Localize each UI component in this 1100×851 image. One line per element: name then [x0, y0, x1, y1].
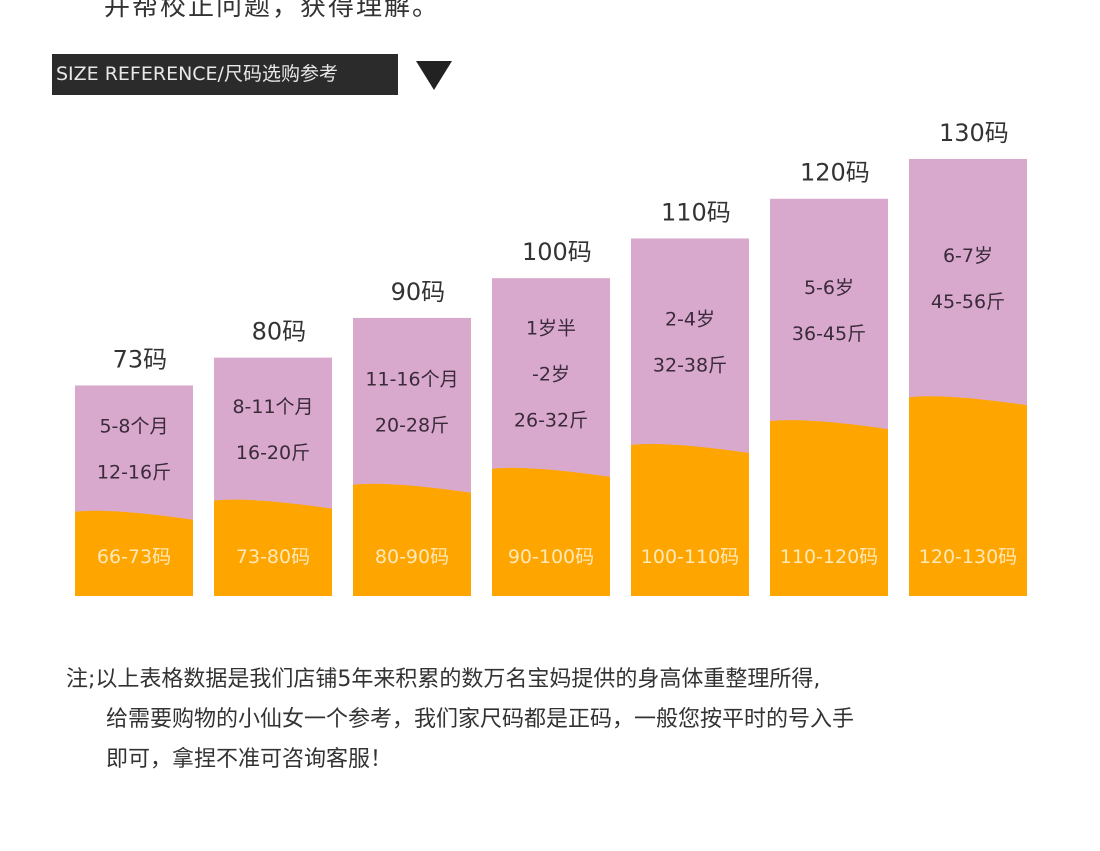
down-triangle-icon: [416, 61, 452, 90]
bar-height-band: [75, 510, 193, 596]
bar-size-label: 90码: [391, 278, 446, 306]
bar-height-range-label: 90-100码: [508, 546, 594, 568]
bar-height-range-label: 120-130码: [919, 546, 1017, 568]
bar-height-range-label: 66-73码: [97, 546, 171, 568]
bar-height-band: [492, 467, 610, 596]
note-line-1: 注;以上表格数据是我们店铺5年来积累的数万名宝妈提供的身高体重整理所得,: [66, 667, 821, 692]
bar-height-band: [353, 483, 471, 596]
bar-weight-label: 12-16斤: [97, 462, 171, 484]
bar-age-label: 8-11个月: [232, 396, 313, 418]
size-note: 注;以上表格数据是我们店铺5年来积累的数万名宝妈提供的身高体重整理所得, 给需要…: [66, 660, 854, 780]
cropped-intro-text: 并帮校正问题，获得理解。: [104, 0, 441, 22]
bar-height-range-label: 100-110码: [641, 546, 739, 568]
note-line-3: 即可，拿捏不准可咨询客服！: [106, 747, 393, 772]
bar-size-label: 130码: [939, 119, 1009, 147]
bar-height-range-label: 80-90码: [375, 546, 449, 568]
bar-age-label: 2-4岁: [665, 309, 715, 331]
bar-age-label: 1岁半: [526, 318, 576, 340]
bar-height-band: [214, 499, 332, 596]
bar-height-band: [631, 443, 749, 596]
bar-size-label: 120码: [800, 159, 870, 187]
bar-height-band: [909, 396, 1027, 596]
bar-weight-label: 45-56斤: [931, 291, 1005, 313]
bar-age-label: 5-8个月: [99, 416, 168, 438]
bar-age-label: 6-7岁: [943, 245, 993, 267]
bar-size-label: 100码: [522, 238, 592, 266]
bar-weight-label: 26-32斤: [514, 410, 588, 432]
bar-size-label: 80码: [252, 318, 307, 346]
bar-weight-label: 36-45斤: [792, 323, 866, 345]
bar-weight-label: 20-28斤: [375, 414, 449, 436]
note-line-2: 给需要购物的小仙女一个参考，我们家尺码都是正码，一般您按平时的号入手: [106, 707, 855, 732]
bar-age-label: -2岁: [532, 364, 570, 386]
bar-height-band: [770, 420, 888, 596]
bar-age-label: 11-16个月: [365, 368, 458, 390]
bar-size-label: 73码: [113, 345, 168, 373]
bar-height-range-label: 73-80码: [236, 546, 310, 568]
bar-age-label: 5-6岁: [804, 277, 854, 299]
size-reference-heading: SIZE REFERENCE/尺码选购参考: [52, 54, 398, 95]
bar-weight-label: 32-38斤: [653, 355, 727, 377]
bar-weight-label: 16-20斤: [236, 442, 310, 464]
bar-size-label: 110码: [661, 198, 731, 226]
bar-height-range-label: 110-120码: [780, 546, 878, 568]
